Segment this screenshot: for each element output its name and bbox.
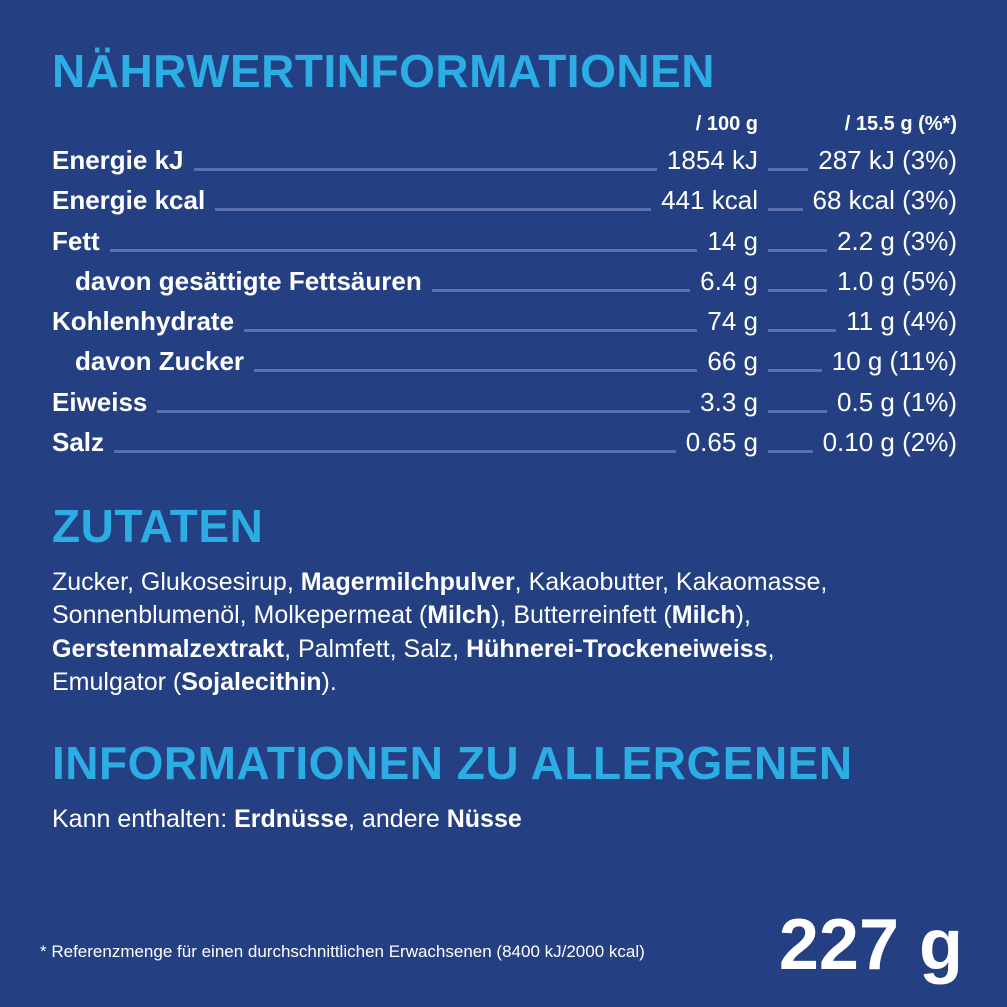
net-weight: 227 g [778,904,963,985]
row-left-group: Energie kJ 1854 kJ [52,145,758,176]
nutrition-row: Salz 0.65 g 0.10 g (2%) [52,418,957,458]
value-per-portion: 287 kJ (3%) [818,144,957,175]
value-per-portion: 68 kcal (3%) [812,185,958,216]
value-per-100g: 3.3 g [700,386,758,417]
text-segment: ), Butterreinfett ( [491,601,672,630]
value-per-portion: 2.2 g (3%) [837,225,957,256]
ingredients-text: Zucker, Glukosesirup, Magermilchpulver, … [52,566,957,700]
text-segment: Zucker, Glukosesirup, [52,567,301,596]
table-header-row: / 100 g / 15.5 g (%*) [52,109,957,136]
leader-line [431,288,691,292]
text-segment: , andere [348,805,447,834]
leader-line [768,288,828,292]
bold-text-segment: Nüsse [446,805,522,834]
value-per-portion: 1.0 g (5%) [837,265,957,296]
nutrition-row: Fett 14 g 2.2 g (3%) [52,216,957,256]
bold-text-segment: Erdnüsse [234,805,349,834]
nutrition-row: davon gesättigte Fettsäuren 6.4 g 1.0 g (5… [52,257,957,297]
row-left-group: davon gesättigte Fettsäuren 6.4 g [52,266,758,297]
nutrient-label: Eiweiss [52,386,148,417]
row-left-group: Salz 0.65 g [52,427,758,458]
row-left-group: davon Zucker 66 g [52,346,758,377]
value-per-100g: 0.65 g [685,427,758,458]
nutrition-table: / 100 g / 15.5 g (%*) Energie kJ 1854 kJ 2… [52,109,957,458]
text-segment: Kann enthalten: [52,805,235,834]
label-footer: * Referenzmenge für einen durchschnittli… [40,904,963,985]
row-left-group: Kohlenhydrate 74 g [52,306,758,337]
bold-text-segment: Milch [671,601,736,630]
ingredients-title: ZUTATEN [52,500,264,553]
value-per-portion: 0.10 g (2%) [822,427,957,458]
nutrition-row: Kohlenhydrate 74 g 11 g (4%) [52,297,957,337]
text-segment: Sonnenblumenöl, Molkepermeat ( [52,601,428,630]
row-left-group: Energie kcal 441 kcal [52,185,758,216]
leader-line [768,167,809,171]
nutrition-row: davon Zucker 66 g 10 g (11%) [52,337,957,377]
bold-text-segment: Sojalecithin [181,667,322,696]
nutrient-label: Kohlenhydrate [52,306,235,337]
nutrition-rows: Energie kJ 1854 kJ 287 kJ (3%) Energie kcal… [52,136,957,458]
value-per-100g: 441 kcal [661,185,758,216]
text-segment: ). [321,667,337,696]
value-per-portion: 11 g (4%) [846,306,957,337]
leader-line [768,450,813,454]
value-per-100g: 74 g [707,306,758,337]
value-per-100g: 14 g [707,225,758,256]
nutrient-label: Fett [52,225,100,256]
nutrition-row: Energie kJ 1854 kJ 287 kJ (3%) [52,136,957,176]
leader-line [768,369,822,373]
column-header-per-100g: / 100 g [695,112,758,135]
leader-line [215,208,652,212]
bold-text-segment: Milch [427,601,492,630]
leader-line [768,248,828,252]
column-header-per-portion: / 15.5 g (%*) [844,112,957,135]
leader-line [768,409,828,413]
bold-text-segment: Magermilchpulver [300,567,515,596]
bold-text-segment: Hühnerei-Trockeneiweiss [466,634,768,663]
leader-line [109,248,698,252]
leader-line [157,409,691,413]
leader-line [254,369,698,373]
leader-line [768,329,837,333]
row-left-group: Eiweiss 3.3 g [52,387,758,418]
nutrient-label: davon Zucker [75,346,245,377]
nutrition-row: Eiweiss 3.3 g 0.5 g (1%) [52,377,957,417]
nutrient-label: Energie kcal [52,185,206,216]
nutrient-label: Energie kJ [52,144,184,175]
nutrition-title: NÄHRWERTINFORMATIONEN [52,45,715,97]
text-segment: Emulgator ( [52,667,182,696]
allergen-title: INFORMATIONEN ZU ALLERGENEN [52,737,853,790]
leader-line [193,167,657,171]
leader-line [768,208,803,212]
value-per-100g: 66 g [707,346,758,377]
leader-line [244,329,698,333]
bold-text-segment: Gerstenmalzextrakt [52,634,285,663]
text-segment: , Palmfett, Salz, [284,634,467,663]
value-per-100g: 1854 kJ [666,144,758,175]
leader-line [114,450,676,454]
value-per-100g: 6.4 g [700,265,758,296]
text-segment: , [767,634,775,663]
value-per-portion: 10 g (11%) [831,346,957,377]
nutrition-row: Energie kcal 441 kcal 68 kcal (3%) [52,176,957,216]
value-per-portion: 0.5 g (1%) [837,386,957,417]
row-left-group: Fett 14 g [52,226,758,257]
text-segment: , Kakaobutter, Kakaomasse, [514,567,828,596]
reference-intake-footnote: * Referenzmenge für einen durchschnittli… [40,942,645,961]
text-segment: ), [735,601,751,630]
nutrient-label: davon gesättigte Fettsäuren [75,265,422,296]
nutrient-label: Salz [52,427,105,458]
allergen-statement: Kann enthalten: Erdnüsse, andere Nüsse [52,803,957,836]
